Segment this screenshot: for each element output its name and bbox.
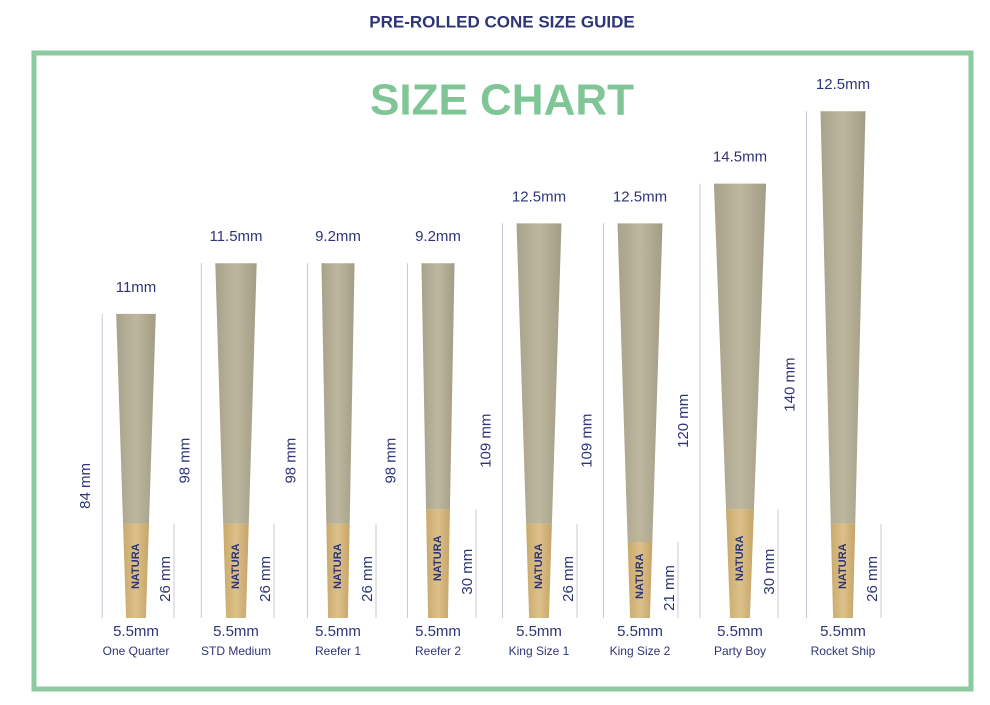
length-label: 98 mm — [176, 438, 193, 484]
filter-label: 26 mm — [560, 556, 577, 602]
top-width: 12.5mm — [613, 188, 667, 205]
cone-filter — [223, 523, 249, 618]
cone-name: One Quarter — [103, 644, 170, 658]
cone-name: Reefer 2 — [415, 644, 461, 658]
cone-paper — [421, 263, 455, 510]
cone-name: Rocket Ship — [811, 644, 876, 658]
top-width: 14.5mm — [713, 149, 767, 166]
brand: NATURA — [230, 543, 242, 589]
length-label: 140 mm — [781, 358, 798, 412]
heading: SIZE CHART — [370, 76, 634, 125]
filter-label: 26 mm — [359, 556, 376, 602]
frame — [31, 50, 974, 692]
top-width: 11.5mm — [209, 228, 262, 245]
cone-paper — [617, 223, 663, 542]
filter-label: 30 mm — [761, 549, 778, 595]
bottom-width: 5.5mm — [717, 623, 763, 640]
length-label: 84 mm — [77, 463, 94, 509]
filter-label: 30 mm — [459, 549, 476, 595]
bottom-width: 5.5mm — [415, 623, 461, 640]
cones: NATURA 84 mm 26 mm 11mm 5.5mm One Quarter NATU… — [77, 76, 882, 658]
bottom-width: 5.5mm — [213, 623, 259, 640]
top-width: 9.2mm — [315, 228, 361, 245]
brand: NATURA — [533, 543, 545, 589]
length-label: 109 mm — [578, 414, 595, 468]
title: PRE-ROLLED CONE SIZE GUIDE — [369, 12, 634, 31]
bottom-width: 5.5mm — [617, 623, 663, 640]
brand: NATURA — [734, 535, 746, 581]
length-label: 98 mm — [282, 438, 299, 484]
bottom-width: 5.5mm — [516, 623, 562, 640]
cone-paper — [713, 183, 767, 510]
bottom-width: 5.5mm — [315, 623, 361, 640]
cone-name: King Size 1 — [509, 644, 570, 658]
cone-paper — [321, 263, 355, 524]
cone-filter — [426, 509, 450, 618]
length-label: 109 mm — [477, 414, 494, 468]
brand: NATURA — [432, 535, 444, 581]
cone-name: Party Boy — [714, 644, 766, 658]
brand: NATURA — [130, 543, 142, 589]
brand: NATURA — [837, 543, 849, 589]
filter-label: 26 mm — [864, 556, 881, 602]
filter-label: 21 mm — [661, 565, 678, 611]
bottom-width: 5.5mm — [820, 623, 866, 640]
cone-filter — [123, 523, 149, 618]
cone-name: STD Medium — [201, 644, 271, 658]
bottom-width: 5.5mm — [113, 623, 159, 640]
top-width: 9.2mm — [415, 228, 461, 245]
cone-filter — [326, 523, 350, 618]
cone-paper — [116, 313, 156, 524]
cone-paper — [215, 263, 257, 524]
cone-name: King Size 2 — [610, 644, 671, 658]
top-width: 12.5mm — [816, 76, 870, 93]
filter-label: 26 mm — [257, 556, 274, 602]
filter-label: 26 mm — [157, 556, 174, 602]
brand: NATURA — [634, 553, 646, 599]
cone-name: Reefer 1 — [315, 644, 361, 658]
top-width: 11mm — [116, 279, 157, 296]
cone-paper — [516, 223, 562, 524]
cone-filter — [627, 541, 653, 618]
cone-filter — [526, 523, 552, 618]
length-label: 120 mm — [675, 394, 692, 448]
cone-filter — [830, 523, 856, 618]
cone-paper — [820, 111, 866, 524]
top-width: 12.5mm — [512, 188, 566, 205]
cone-filter — [726, 509, 754, 618]
length-label: 98 mm — [382, 438, 399, 484]
brand: NATURA — [332, 543, 344, 589]
